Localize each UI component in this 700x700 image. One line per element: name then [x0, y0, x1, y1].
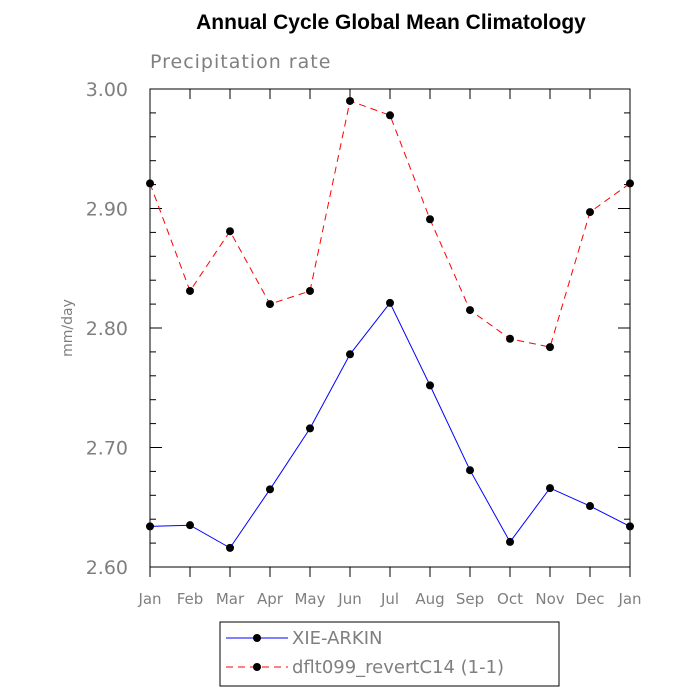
x-tick-label: Jun — [337, 590, 361, 608]
chart-subtitle: Precipitation rate — [150, 51, 331, 73]
x-tick-label: Aug — [415, 590, 444, 608]
legend-marker-dflt099 — [253, 663, 261, 671]
legend: XIE-ARKIN dflt099_revertC14 (1-1) — [219, 621, 560, 687]
y-tick-label: 2.70 — [86, 438, 128, 460]
series-0-point — [346, 350, 354, 359]
series-1-point — [386, 111, 394, 120]
ticks-layer: 2.60 2.70 2.80 2.90 3.00 Jan Feb Mar Apr May Jun Ju… — [86, 79, 642, 608]
series-line-0 — [149, 301, 631, 549]
series-0-point — [546, 484, 554, 493]
legend-box — [219, 621, 560, 687]
series-0-point — [586, 502, 594, 511]
y-tick-label: 3.00 — [86, 79, 128, 101]
x-tick-label: Sep — [456, 590, 484, 608]
series-1-point — [586, 208, 594, 217]
x-tick-label: Mar — [216, 590, 245, 608]
series-1-point — [226, 227, 234, 236]
y-tick-label: 2.60 — [86, 557, 128, 579]
series-0-point — [506, 537, 514, 546]
series-1-point — [266, 300, 274, 309]
plot-frame — [149, 88, 631, 568]
series-0-point — [186, 521, 194, 530]
y-tick-label: 2.80 — [86, 318, 128, 340]
series-1-point — [346, 96, 354, 105]
series-0-point — [266, 485, 274, 494]
x-tick-label: Jan — [617, 590, 641, 608]
x-tick-label: May — [294, 590, 325, 608]
series-1-point — [466, 306, 474, 315]
x-tick-label: Dec — [575, 590, 604, 608]
legend-label-dflt099: dflt099_revertC14 (1-1) — [292, 657, 504, 678]
x-tick-label: Jul — [380, 590, 399, 608]
series-line-1 — [149, 100, 631, 348]
x-tick-label: Apr — [257, 590, 284, 608]
series-0-point — [466, 466, 474, 475]
x-tick-label: Jan — [137, 590, 161, 608]
legend-label-xie-arkin: XIE-ARKIN — [292, 628, 383, 649]
series-0-point — [226, 543, 234, 552]
series-1-point — [426, 215, 434, 224]
series-1-point — [506, 334, 514, 343]
series-1-point — [546, 343, 554, 352]
x-tick-label: Feb — [177, 590, 204, 608]
series-1-point — [186, 286, 194, 295]
x-tick-label: Nov — [535, 590, 564, 608]
series-0-point — [386, 298, 394, 307]
series-0-point — [426, 381, 434, 390]
chart-title: Annual Cycle Global Mean Climatology — [196, 11, 586, 34]
x-tick-label: Oct — [497, 590, 523, 608]
series-1-point — [306, 286, 314, 295]
y-axis-label: mm/day — [60, 299, 76, 357]
series-layer — [146, 96, 634, 552]
series-0-point — [306, 424, 314, 433]
y-tick-label: 2.90 — [86, 199, 128, 221]
legend-marker-xie-arkin — [253, 634, 261, 642]
